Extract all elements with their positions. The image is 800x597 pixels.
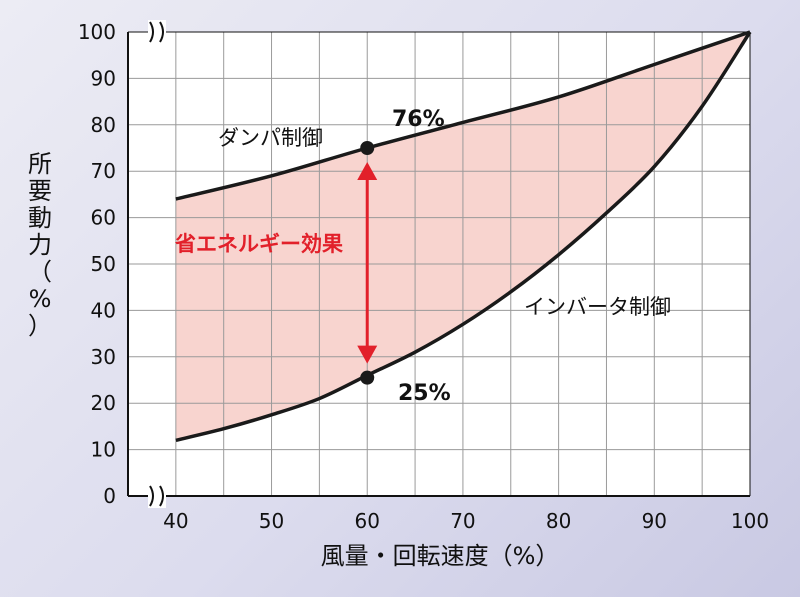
x-tick-label: 50 bbox=[259, 509, 284, 533]
y-tick-label: 70 bbox=[91, 159, 116, 183]
y-axis-title-char: 所 bbox=[28, 150, 52, 178]
y-tick-label: 30 bbox=[91, 345, 116, 369]
lower-point-label: 25% bbox=[398, 381, 451, 406]
y-axis-title-char: ） bbox=[28, 312, 52, 340]
y-tick-label: 40 bbox=[91, 298, 116, 322]
axis-break-mark bbox=[159, 485, 164, 507]
y-axis-title-char: 要 bbox=[28, 177, 52, 205]
y-axis-title-char: （ bbox=[28, 258, 52, 286]
series-label-inverter: インバータ制御 bbox=[524, 295, 671, 319]
x-tick-label: 40 bbox=[163, 509, 188, 533]
arrow-head-up bbox=[357, 162, 378, 180]
y-tick-label: 90 bbox=[91, 66, 116, 90]
x-tick-label: 70 bbox=[450, 509, 475, 533]
y-tick-labels: 0 10 20 30 40 50 60 70 80 90 100 bbox=[78, 20, 116, 508]
y-tick-label: 50 bbox=[91, 252, 116, 276]
axis-breaks bbox=[148, 20, 166, 508]
y-axis-title-char: % bbox=[29, 285, 52, 313]
y-axis-title-char: 動 bbox=[28, 204, 52, 232]
effect-label: 省エネルギー効果 bbox=[174, 232, 343, 256]
x-tick-label: 100 bbox=[731, 509, 769, 533]
y-tick-label: 80 bbox=[91, 113, 116, 137]
arrow-head-down bbox=[357, 345, 378, 364]
y-tick-label: 100 bbox=[78, 20, 116, 44]
lower-point bbox=[360, 370, 375, 385]
x-tick-label: 60 bbox=[355, 509, 380, 533]
x-axis-title: 風量・回転速度（%） bbox=[321, 542, 560, 570]
axis-break-mark bbox=[149, 21, 154, 43]
axis-break-mark bbox=[159, 21, 164, 43]
y-tick-label: 10 bbox=[91, 438, 116, 462]
x-tick-labels: 40 50 60 70 80 90 100 bbox=[163, 509, 769, 533]
y-axis-title-char: 力 bbox=[28, 231, 52, 259]
x-tick-label: 90 bbox=[642, 509, 667, 533]
series-line-damper bbox=[175, 30, 751, 201]
series-line-inverter bbox=[175, 31, 752, 443]
axis-break-mark bbox=[149, 485, 154, 507]
axes bbox=[127, 31, 751, 497]
series-label-damper: ダンパ制御 bbox=[218, 126, 323, 150]
y-tick-label: 20 bbox=[91, 391, 116, 415]
y-tick-label: 60 bbox=[91, 206, 116, 230]
y-tick-label: 0 bbox=[103, 484, 116, 508]
effect-arrow bbox=[357, 162, 378, 364]
x-tick-label: 80 bbox=[546, 509, 571, 533]
upper-point bbox=[360, 141, 375, 155]
upper-point-label: 76% bbox=[392, 107, 445, 132]
